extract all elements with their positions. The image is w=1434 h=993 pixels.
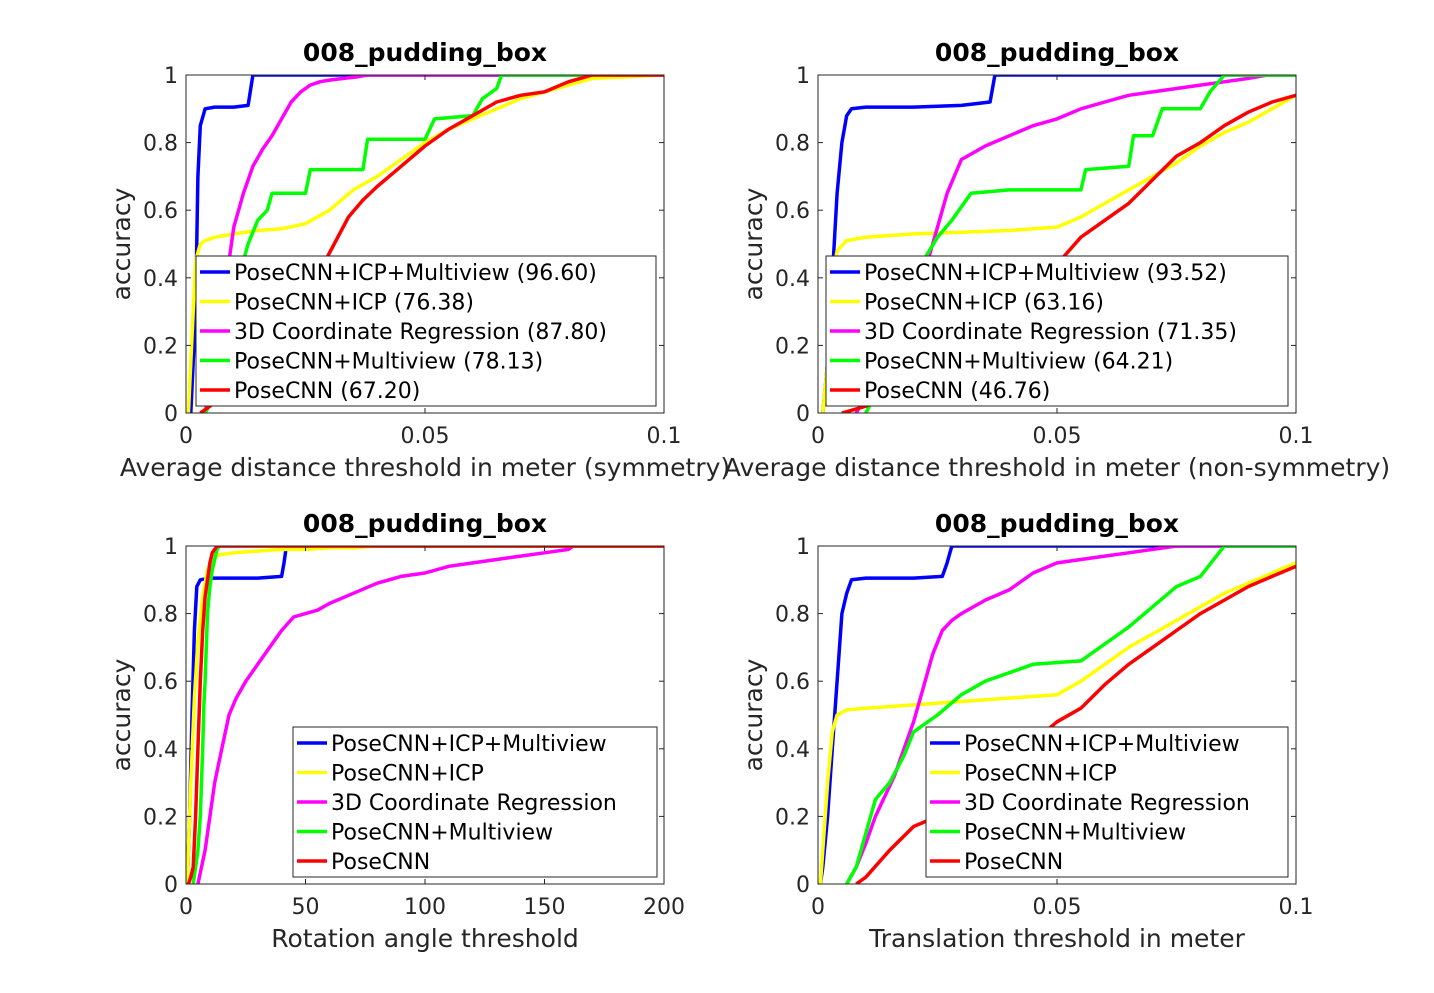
y-tick-label: 0 xyxy=(796,873,810,898)
y-axis-label: accuracy xyxy=(739,187,768,300)
legend-box xyxy=(195,255,657,407)
y-tick-label: 0.2 xyxy=(775,805,810,830)
series-lines xyxy=(186,546,664,884)
x-tick-label: 100 xyxy=(404,895,446,920)
chart-panel-1: 0 0.05 0.1 0 0.2 0.4 0.6 0.8 1 008_pudding_box Ave… xyxy=(107,38,730,482)
series-line-posecnn-icp xyxy=(821,93,1296,413)
legend: PoseCNN+ICP+Multiview PoseCNN+ICP 3D Coord… xyxy=(292,726,658,878)
legend: PoseCNN+ICP+Multiview (96.60) PoseCNN+ICP… xyxy=(195,255,657,407)
y-tick-label: 0.4 xyxy=(143,267,178,292)
x-tick-label: 200 xyxy=(643,895,685,920)
y-axis-label: accuracy xyxy=(739,658,768,771)
x-tick-label: 0 xyxy=(179,424,193,449)
y-tick-label: 0.8 xyxy=(775,603,810,628)
x-axis-label: Rotation angle threshold xyxy=(271,924,579,953)
y-tick-label: 1 xyxy=(164,535,178,560)
x-tick-label: 0.05 xyxy=(1033,424,1082,449)
series-line-posecnn-icp xyxy=(186,75,664,413)
y-tick-label: 0.8 xyxy=(143,132,178,157)
legend-entry: PoseCNN+ICP xyxy=(331,762,484,787)
series-line-posecnn-multiview xyxy=(191,546,664,884)
x-axis-label: Average distance threshold in meter (non… xyxy=(724,453,1390,482)
series-lines xyxy=(818,546,1296,884)
x-tick-label: 0 xyxy=(811,895,825,920)
legend-entry: PoseCNN+ICP xyxy=(964,762,1117,787)
x-tick-label: 50 xyxy=(292,895,320,920)
x-tick-label: 0 xyxy=(811,424,825,449)
legend-entry: PoseCNN+ICP+Multiview (93.52) xyxy=(864,261,1227,286)
y-tick-label: 0.4 xyxy=(775,738,810,763)
y-tick-label: 0 xyxy=(796,402,810,427)
y-tick-label: 0.6 xyxy=(775,670,810,695)
x-tick-label: 0.1 xyxy=(1279,424,1314,449)
legend-entry: 3D Coordinate Regression (87.80) xyxy=(234,320,607,345)
x-tick-label: 0.1 xyxy=(647,424,682,449)
series-line-3d-coordinate-regression xyxy=(203,75,664,413)
y-tick-label: 0.4 xyxy=(143,738,178,763)
y-tick-label: 1 xyxy=(796,535,810,560)
legend-entry: PoseCNN xyxy=(964,850,1063,875)
series-line-posecnn-multiview xyxy=(845,546,1296,884)
legend-entry: PoseCNN xyxy=(331,850,430,875)
legend-entry: PoseCNN+Multiview xyxy=(331,821,553,846)
y-tick-label: 0 xyxy=(164,402,178,427)
x-axis-label: Average distance threshold in meter (sym… xyxy=(120,453,730,482)
series-line-3d-coordinate-regression xyxy=(196,546,664,884)
chart-panel-4: 0 0.05 0.1 0 0.2 0.4 0.6 0.8 1 008_pudding_box Tra… xyxy=(739,509,1314,953)
y-tick-label: 0.2 xyxy=(143,805,178,830)
legend-entry: PoseCNN (67.20) xyxy=(234,379,420,404)
legend-entry: 3D Coordinate Regression (71.35) xyxy=(864,320,1237,345)
y-axis-label: accuracy xyxy=(107,187,136,300)
x-tick-label: 0.05 xyxy=(401,424,450,449)
chart-panel-3: 0 50 100 150 200 0 0.2 0.4 0.6 0.8 1 008_pudding_bo… xyxy=(107,509,685,953)
y-tick-label: 0.6 xyxy=(143,199,178,224)
legend-entry: PoseCNN (46.76) xyxy=(864,379,1050,404)
chart-title: 008_pudding_box xyxy=(935,38,1179,67)
y-axis-label: accuracy xyxy=(107,658,136,771)
legend-entry: PoseCNN+Multiview xyxy=(964,821,1186,846)
x-tick-label: 0 xyxy=(179,895,193,920)
y-tick-label: 0 xyxy=(164,873,178,898)
series-line-3d-coordinate-regression xyxy=(845,546,1296,884)
series-line-posecnn-icp-multiview xyxy=(189,75,664,413)
y-tick-label: 0.8 xyxy=(143,603,178,628)
legend-entry: 3D Coordinate Regression xyxy=(331,791,617,816)
series-line-posecnn-icp xyxy=(818,561,1296,884)
y-tick-label: 0.8 xyxy=(775,132,810,157)
y-tick-label: 0.2 xyxy=(775,334,810,359)
legend-box xyxy=(292,726,658,878)
legend-box xyxy=(825,255,1289,407)
legend-entry: PoseCNN+ICP+Multiview (96.60) xyxy=(234,261,597,286)
y-tick-label: 1 xyxy=(164,64,178,89)
legend-entry: PoseCNN+ICP (76.38) xyxy=(234,291,474,316)
y-tick-label: 0.6 xyxy=(775,199,810,224)
x-tick-label: 0.05 xyxy=(1033,895,1082,920)
legend: PoseCNN+ICP+Multiview (93.52) PoseCNN+ICP… xyxy=(825,255,1289,407)
legend-box xyxy=(925,726,1289,878)
legend-entry: PoseCNN+Multiview (64.21) xyxy=(864,350,1173,375)
legend: PoseCNN+ICP+Multiview PoseCNN+ICP 3D Coord… xyxy=(925,726,1289,878)
x-tick-label: 150 xyxy=(524,895,566,920)
chart-title: 008_pudding_box xyxy=(935,509,1179,538)
y-tick-label: 1 xyxy=(796,64,810,89)
legend-entry: PoseCNN+ICP+Multiview xyxy=(964,732,1240,757)
y-tick-label: 0.4 xyxy=(775,267,810,292)
legend-entry: 3D Coordinate Regression xyxy=(964,791,1250,816)
y-tick-label: 0.2 xyxy=(143,334,178,359)
legend-entry: PoseCNN+ICP+Multiview xyxy=(331,732,607,757)
x-tick-label: 0.1 xyxy=(1279,895,1314,920)
series-line-posecnn xyxy=(186,546,664,884)
x-axis-label: Translation threshold in meter xyxy=(868,924,1246,953)
series-line-posecnn-icp-multiview xyxy=(818,546,1296,884)
chart-title: 008_pudding_box xyxy=(303,509,547,538)
chart-title: 008_pudding_box xyxy=(303,38,547,67)
legend-entry: PoseCNN+ICP (63.16) xyxy=(864,291,1104,316)
series-line-posecnn xyxy=(855,564,1296,884)
chart-panel-2: 0 0.05 0.1 0 0.2 0.4 0.6 0.8 1 008_pudding_box Ave… xyxy=(724,38,1390,482)
y-tick-label: 0.6 xyxy=(143,670,178,695)
legend-entry: PoseCNN+Multiview (78.13) xyxy=(234,350,543,375)
